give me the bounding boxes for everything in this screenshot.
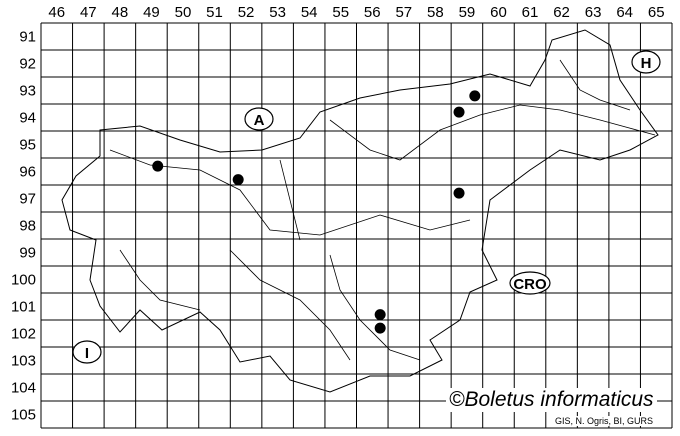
country-label-ellipse: [72, 340, 102, 364]
column-label: 64: [616, 4, 633, 21]
record-dot: [374, 309, 386, 321]
record-dot: [453, 106, 465, 118]
record-dot: [453, 187, 465, 199]
river: [329, 254, 421, 361]
column-label: 47: [80, 4, 97, 21]
row-label: 101: [11, 299, 36, 316]
column-label: 53: [269, 4, 286, 21]
column-label: 63: [585, 4, 602, 21]
country-label: I: [85, 345, 89, 362]
column-label: 50: [175, 4, 192, 21]
country-outline: [61, 29, 659, 393]
column-label: 62: [553, 4, 570, 21]
river: [109, 149, 471, 236]
row-label: 96: [19, 164, 36, 181]
column-label: 56: [364, 4, 381, 21]
row-label: 93: [19, 83, 36, 100]
grid-labels: 46 47 48 49 50 51 52 53 54 55 56 57 58 59 60 61 62 63 64 65…: [11, 4, 665, 424]
source-text: GIS, N. Ogris, BI, GURS: [553, 416, 656, 426]
country-label-ellipse: [509, 271, 551, 295]
record-dot: [152, 160, 164, 172]
column-label: 52: [238, 4, 255, 21]
country-labels: A H CRO I: [72, 50, 661, 364]
record-dot: [232, 174, 244, 186]
column-label: 48: [112, 4, 129, 21]
column-label: 61: [522, 4, 539, 21]
column-label: 49: [143, 4, 160, 21]
record-dot: [469, 90, 481, 102]
records: [152, 90, 481, 334]
river: [119, 249, 201, 311]
column-label: 57: [395, 4, 412, 21]
river: [329, 104, 656, 161]
row-label: 104: [11, 380, 36, 397]
row-label: 105: [11, 407, 36, 424]
row-label: 103: [11, 353, 36, 370]
column-label: 46: [48, 4, 65, 21]
column-label: 54: [301, 4, 318, 21]
row-label: 102: [11, 326, 36, 343]
country-label: H: [641, 55, 652, 72]
row-label: 99: [19, 245, 36, 262]
row-label: 95: [19, 137, 36, 154]
country-label-ellipse: [631, 50, 661, 74]
row-label: 91: [19, 29, 36, 46]
row-label: 97: [19, 191, 36, 208]
column-label: 59: [459, 4, 476, 21]
column-label: 51: [206, 4, 223, 21]
copyright-text: ©Boletus informaticus: [446, 388, 657, 412]
row-label: 100: [11, 272, 36, 289]
river: [279, 159, 301, 241]
river: [229, 249, 351, 361]
country-label-ellipse: [244, 107, 274, 131]
row-label: 92: [19, 56, 36, 73]
rivers: [109, 59, 656, 361]
country-label: A: [254, 112, 265, 129]
slovenia-border: [61, 29, 659, 393]
column-label: 60: [490, 4, 507, 21]
column-label: 58: [427, 4, 444, 21]
row-label: 94: [19, 110, 36, 127]
record-dot: [374, 322, 386, 334]
row-label: 98: [19, 218, 36, 235]
grid: [40, 22, 673, 429]
country-label: CRO: [513, 276, 547, 293]
column-label: 65: [648, 4, 665, 21]
column-label: 55: [332, 4, 349, 21]
river: [559, 59, 631, 111]
